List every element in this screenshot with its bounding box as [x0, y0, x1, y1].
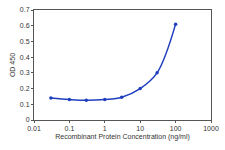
- svg-text:100: 100: [170, 125, 182, 132]
- svg-text:0: 0: [26, 116, 30, 123]
- svg-text:0.01: 0.01: [27, 125, 41, 132]
- svg-text:0.5: 0.5: [20, 38, 30, 45]
- svg-text:0.3: 0.3: [20, 69, 30, 76]
- svg-text:OD 450: OD 450: [9, 53, 16, 77]
- svg-text:0.1: 0.1: [65, 125, 75, 132]
- svg-text:10: 10: [136, 125, 144, 132]
- svg-text:1: 1: [103, 125, 107, 132]
- svg-text:0.1: 0.1: [20, 101, 30, 108]
- svg-text:Recombinant Protein Concentrat: Recombinant Protein Concentration (ng/ml…: [55, 133, 190, 141]
- svg-text:0.7: 0.7: [20, 6, 30, 13]
- svg-text:0.4: 0.4: [20, 54, 30, 61]
- svg-text:1000: 1000: [203, 125, 219, 132]
- svg-text:0.6: 0.6: [20, 22, 30, 29]
- svg-text:0.2: 0.2: [20, 85, 30, 92]
